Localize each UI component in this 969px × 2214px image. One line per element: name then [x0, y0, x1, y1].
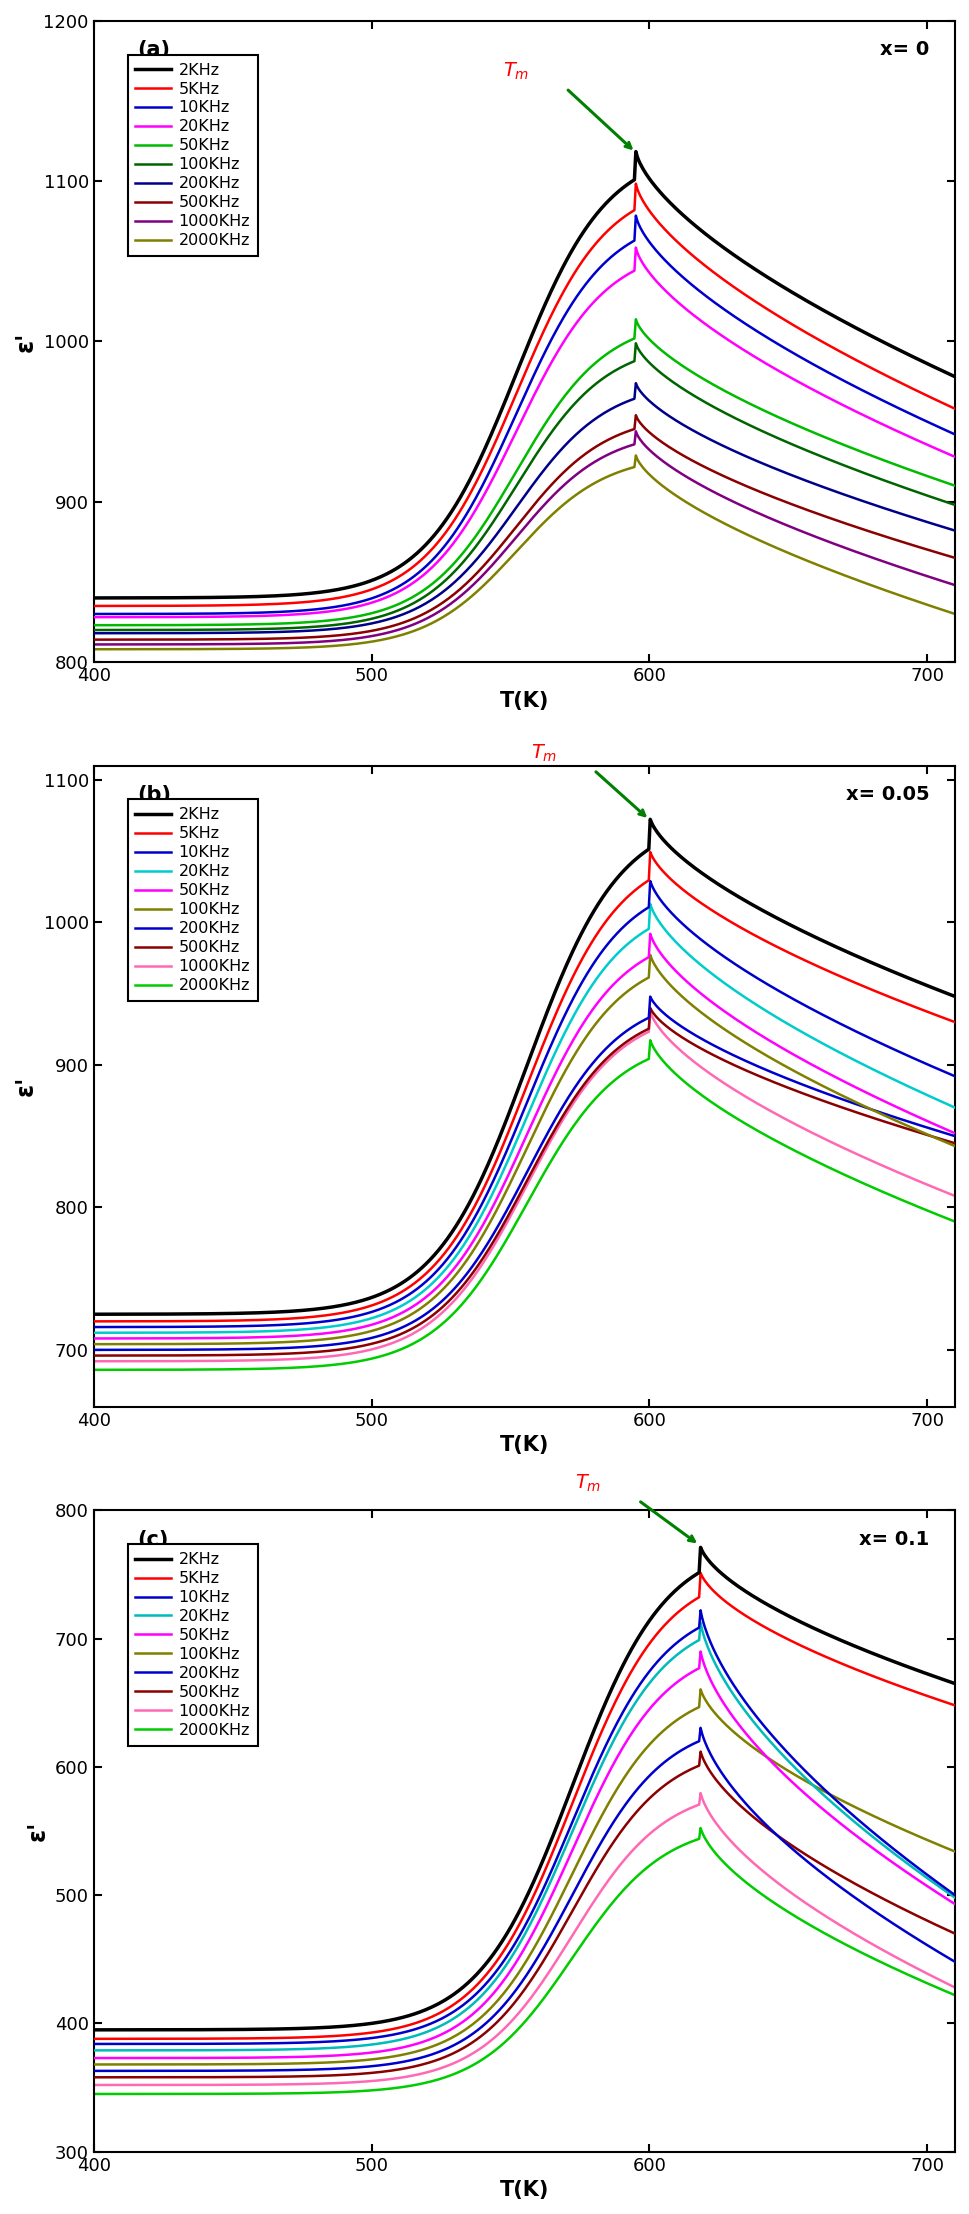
- Text: x= 0.1: x= 0.1: [859, 1530, 929, 1550]
- Text: $T_m$: $T_m$: [503, 60, 529, 82]
- Text: (a): (a): [137, 40, 170, 60]
- X-axis label: T(K): T(K): [500, 691, 549, 711]
- Legend: 2KHz, 5KHz, 10KHz, 20KHz, 50KHz, 100KHz, 200KHz, 500KHz, 1000KHz, 2000KHz: 2KHz, 5KHz, 10KHz, 20KHz, 50KHz, 100KHz,…: [128, 1543, 258, 1747]
- Text: (b): (b): [137, 786, 171, 806]
- Text: (c): (c): [137, 1530, 169, 1550]
- Text: $T_m$: $T_m$: [576, 1472, 602, 1494]
- X-axis label: T(K): T(K): [500, 1435, 549, 1455]
- Y-axis label: ε': ε': [14, 332, 38, 352]
- X-axis label: T(K): T(K): [500, 2181, 549, 2201]
- Y-axis label: ε': ε': [14, 1076, 38, 1096]
- Text: x= 0.05: x= 0.05: [846, 786, 929, 804]
- Text: x= 0: x= 0: [880, 40, 929, 60]
- Legend: 2KHz, 5KHz, 10KHz, 20KHz, 50KHz, 100KHz, 200KHz, 500KHz, 1000KHz, 2000KHz: 2KHz, 5KHz, 10KHz, 20KHz, 50KHz, 100KHz,…: [128, 55, 258, 257]
- Legend: 2KHz, 5KHz, 10KHz, 20KHz, 50KHz, 100KHz, 200KHz, 500KHz, 1000KHz, 2000KHz: 2KHz, 5KHz, 10KHz, 20KHz, 50KHz, 100KHz,…: [128, 799, 258, 1001]
- Y-axis label: ε': ε': [25, 1820, 49, 1842]
- Text: $T_m$: $T_m$: [531, 742, 557, 764]
